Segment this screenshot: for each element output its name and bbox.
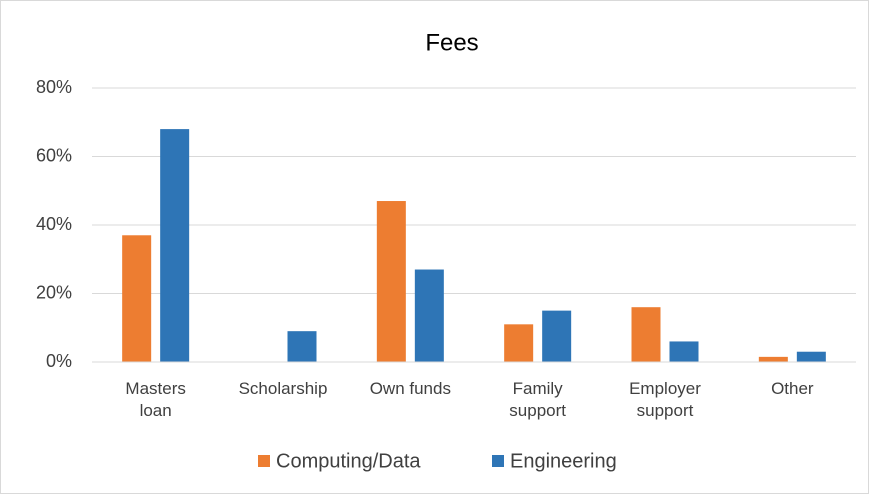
bar — [414, 269, 444, 362]
x-tick-label: Family support — [509, 379, 566, 420]
x-tick-label: Scholarship — [238, 379, 328, 398]
bar — [542, 310, 572, 362]
y-tick-label: 40% — [36, 214, 72, 234]
legend-swatch — [258, 455, 270, 467]
chart-title: Fees — [425, 29, 478, 56]
bar — [758, 356, 788, 362]
legend-label: Engineering — [510, 450, 617, 472]
bar — [376, 201, 406, 362]
x-tick-label: Employer support — [629, 379, 701, 420]
bar — [669, 341, 699, 362]
legend-swatch — [492, 455, 504, 467]
x-tick-label: Own funds — [369, 379, 451, 398]
bar — [796, 351, 826, 362]
bar — [122, 235, 152, 362]
x-tick-label: Masters loan — [125, 379, 186, 420]
y-tick-label: 80% — [36, 77, 72, 97]
y-tick-label: 20% — [36, 282, 72, 302]
bar — [631, 307, 661, 362]
y-tick-label: 60% — [36, 145, 72, 165]
bar — [160, 129, 190, 362]
legend-label: Computing/Data — [276, 450, 421, 472]
x-tick-label: Other — [771, 379, 814, 398]
bar — [504, 324, 534, 362]
bar — [287, 331, 317, 362]
y-tick-label: 0% — [46, 351, 72, 371]
